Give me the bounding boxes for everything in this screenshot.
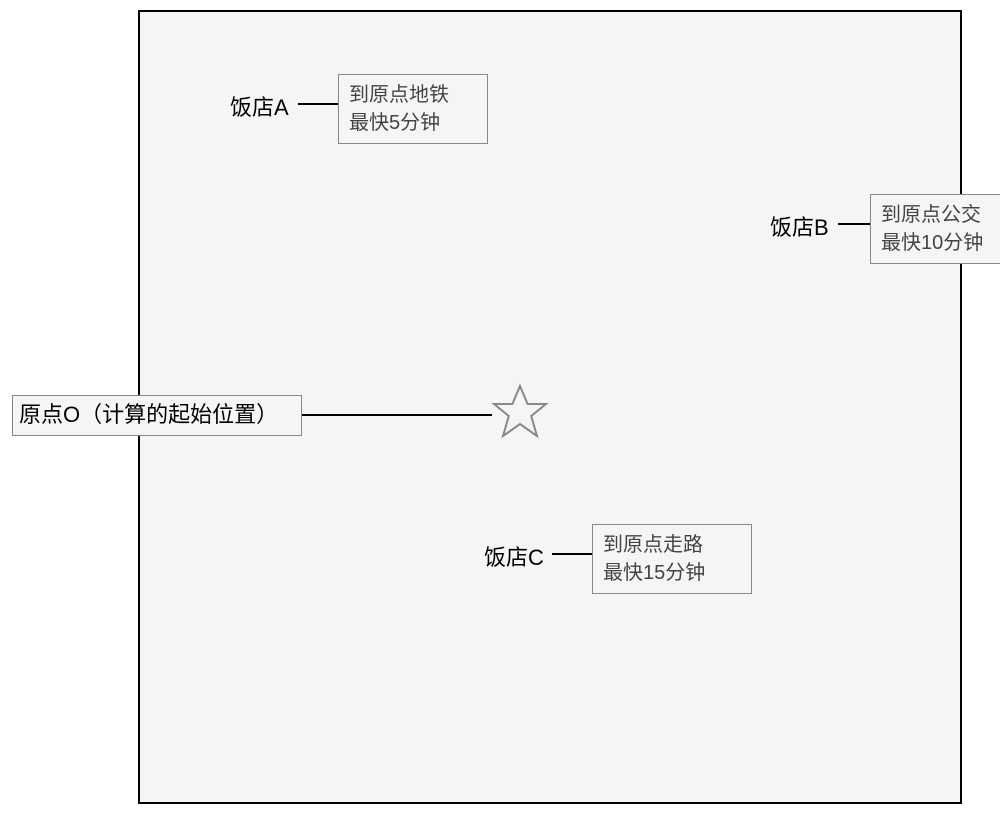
point-c-info-box: 到原点走路 最快15分钟 — [592, 524, 752, 594]
point-b-name: 饭店B — [770, 210, 829, 242]
origin-label-box: 原点O（计算的起始位置） — [12, 395, 302, 436]
point-a-connector — [298, 103, 338, 105]
point-c-connector — [552, 553, 592, 555]
point-a-info-box: 到原点地铁 最快5分钟 — [338, 74, 488, 144]
origin-label-text: 原点O（计算的起始位置） — [19, 402, 278, 427]
origin-star-icon — [490, 382, 550, 447]
point-b-connector — [838, 223, 870, 225]
point-c-info-line1: 到原点走路 — [603, 531, 741, 559]
star-polygon — [494, 386, 546, 436]
point-c-name: 饭店C — [484, 540, 544, 572]
point-a-info-line2: 最快5分钟 — [349, 109, 477, 137]
diagram-canvas: 原点O（计算的起始位置） 饭店A 到原点地铁 最快5分钟 饭店B 到原点公交 最… — [0, 0, 1000, 814]
point-b-info-line1: 到原点公交 — [881, 201, 1000, 229]
point-a-info-line1: 到原点地铁 — [349, 81, 477, 109]
point-a-name: 饭店A — [230, 90, 289, 122]
origin-connector — [302, 414, 492, 416]
point-b-info-line2: 最快10分钟 — [881, 229, 1000, 257]
point-c-info-line2: 最快15分钟 — [603, 559, 741, 587]
point-b-info-box: 到原点公交 最快10分钟 — [870, 194, 1000, 264]
